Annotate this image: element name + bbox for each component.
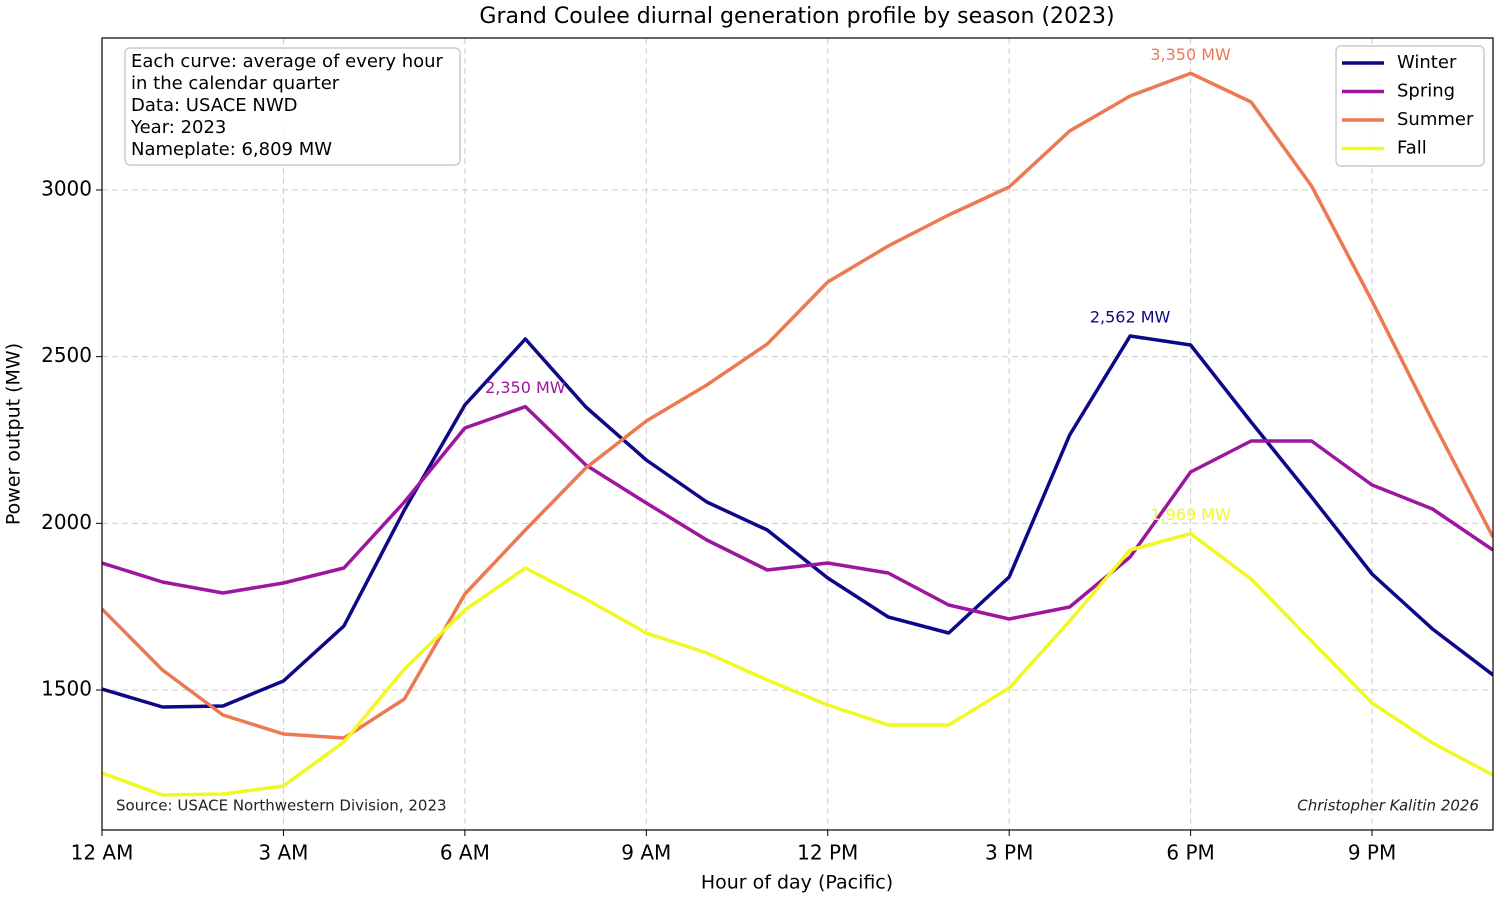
y-tick-label: 2500 <box>41 343 92 367</box>
info-box <box>124 47 461 166</box>
source-note: Source: USACE Northwestern Division, 202… <box>116 797 447 815</box>
series-line <box>102 404 1493 621</box>
series-line <box>102 71 1493 740</box>
chart-title: Grand Coulee diurnal generation profile … <box>479 4 1114 29</box>
x-tick-label: 12 PM <box>797 841 858 865</box>
x-tick-label: 12 AM <box>71 841 134 865</box>
series-line <box>102 531 1493 797</box>
info-line: Year: 2023 <box>130 117 226 138</box>
y-tick-label: 2000 <box>41 510 92 534</box>
legend-box <box>1335 45 1485 167</box>
x-tick-label: 9 AM <box>621 841 671 865</box>
peak-label: 2,350 MW <box>485 378 566 397</box>
info-line: Data: USACE NWD <box>131 95 297 116</box>
plot-frame <box>101 37 1494 831</box>
info-line: Nameplate: 6,809 MW <box>131 139 332 160</box>
peak-label: 1,969 MW <box>1150 505 1231 524</box>
x-tick-label: 6 AM <box>440 841 490 865</box>
x-axis-label: Hour of day (Pacific) <box>701 872 893 894</box>
y-tick-label: 1500 <box>41 677 92 701</box>
peak-label: 2,562 MW <box>1090 308 1171 327</box>
x-tick-label: 3 AM <box>258 841 308 865</box>
y-axis-label: Power output (MW) <box>3 343 25 525</box>
credit-note: Christopher Kalitin 2026 <box>1297 797 1479 815</box>
info-line: in the calendar quarter <box>131 73 340 94</box>
x-tick-label: 9 PM <box>1348 841 1396 865</box>
x-tick-label: 6 PM <box>1166 841 1214 865</box>
y-tick-label: 3000 <box>41 177 92 201</box>
legend-label: Spring <box>1397 81 1455 102</box>
legend-label: Summer <box>1397 109 1474 130</box>
legend-label: Winter <box>1397 52 1457 73</box>
legend-label: Fall <box>1397 138 1427 159</box>
info-line: Each curve: average of every hour <box>131 51 444 72</box>
series-line <box>102 334 1493 709</box>
x-tick-label: 3 PM <box>985 841 1033 865</box>
peak-label: 3,350 MW <box>1150 45 1231 64</box>
